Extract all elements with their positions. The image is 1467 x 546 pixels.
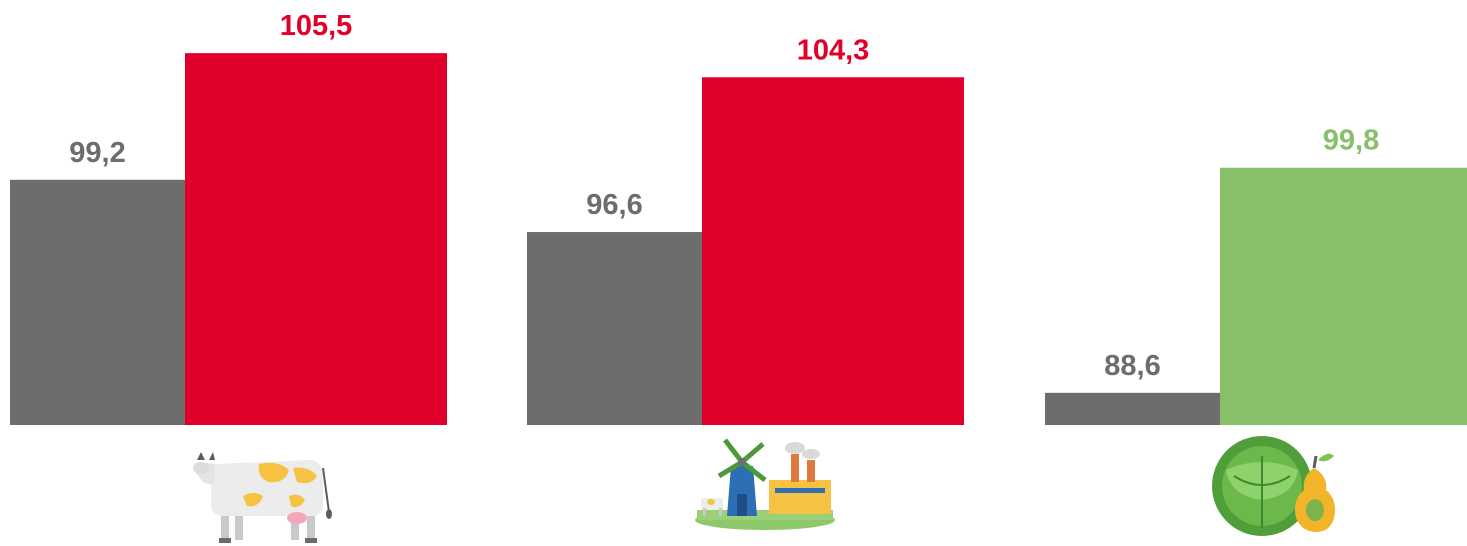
value-label-group3-bar2: 99,8 [1323,125,1379,157]
value-label-group3-bar1: 88,6 [1104,350,1160,382]
value-label-group1-bar1: 99,2 [69,137,125,169]
bar-group1-bar1 [10,179,185,425]
bar-group3-bar2 [1220,167,1467,425]
cow-icon [193,452,332,543]
value-label-group2-bar1: 96,6 [586,189,642,221]
bars-layer [10,53,1467,426]
value-label-group2-bar2: 104,3 [797,34,870,66]
bar-group2-bar2 [702,77,964,426]
value-labels-layer: 99,2 105,5 96,6 104,3 88,6 99,8 [69,10,1379,382]
bar-group1-bar2 [185,53,447,426]
value-label-group1-bar2: 105,5 [280,10,353,42]
bar-group2-bar1 [527,232,702,425]
cabbage-pear-icon [1212,436,1335,536]
farm-windmill-factory-icon [695,438,835,530]
bar-group3-bar1 [1045,392,1220,425]
